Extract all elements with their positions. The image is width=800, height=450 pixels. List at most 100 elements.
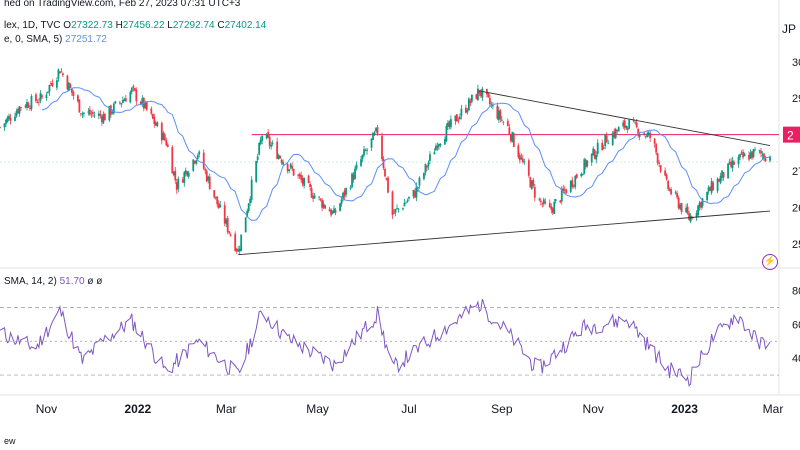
candle-body [488, 98, 491, 105]
price-tick-label: 27 [792, 166, 800, 178]
candle-body [292, 168, 295, 176]
candle-body [506, 120, 509, 127]
candle-body [583, 159, 586, 174]
time-tick-label: Jul [401, 402, 416, 416]
candle-body [205, 170, 208, 182]
candle-body [605, 135, 608, 143]
candle-body [517, 145, 520, 157]
candle-body [614, 129, 617, 138]
candle-body [120, 103, 123, 105]
candle-body [739, 153, 741, 158]
candle-body [366, 149, 368, 151]
candle-body [712, 182, 714, 191]
candle-body [363, 149, 365, 156]
candle-body [680, 203, 683, 213]
candle-body [523, 161, 526, 163]
candle-body [355, 164, 358, 169]
candle-body [674, 192, 677, 194]
candle-body [632, 120, 635, 122]
candle-body [26, 102, 28, 108]
candle-body [664, 170, 667, 176]
candle-body [258, 143, 261, 155]
candle-body [153, 116, 156, 125]
candle-body [133, 88, 136, 91]
candle-body [592, 148, 595, 156]
candle-body [87, 111, 90, 113]
candle-body [271, 142, 274, 144]
candle-body [376, 127, 379, 134]
candle-body [385, 177, 388, 180]
candle-body [679, 204, 682, 210]
candle-body [412, 189, 415, 197]
candle-body [267, 132, 270, 138]
candle-body [66, 75, 69, 90]
candle-body [165, 139, 168, 146]
candle-body [532, 179, 535, 186]
candle-body [187, 172, 190, 177]
candle-body [393, 212, 395, 214]
time-tick-label: 2022 [124, 402, 151, 416]
candle-body [418, 177, 421, 186]
time-tick-label: Mar [763, 402, 784, 416]
candle-body [50, 83, 52, 85]
candle-body [250, 179, 253, 200]
price-tick-label: 26 [792, 202, 800, 214]
candle-body [509, 134, 512, 141]
time-tick-label: Sep [491, 402, 513, 416]
candle-body [139, 101, 142, 105]
candle-body [487, 93, 490, 98]
candle-body [279, 156, 282, 159]
candle-body [382, 158, 385, 168]
candle-body [0, 127, 1, 128]
candle-body [333, 208, 335, 213]
candle-body [479, 92, 482, 96]
rsi-tick-label: 40 [792, 353, 800, 365]
candle-body [415, 186, 418, 198]
candle-body [121, 100, 124, 103]
candle-body [763, 153, 765, 159]
candle-body [685, 207, 688, 213]
lightning-icon[interactable]: ⚡ [762, 254, 778, 270]
published-caption: hed on TradingView.com, Feb 27, 2023 07:… [4, 0, 240, 9]
candle-body [229, 234, 232, 236]
candle-body [718, 179, 720, 182]
candle-body [730, 161, 732, 167]
candle-body [700, 201, 702, 208]
candle-body [638, 134, 641, 137]
candle-body [76, 95, 79, 102]
candle-body [303, 177, 306, 186]
candle-body [444, 139, 446, 145]
candle-body [677, 197, 680, 209]
candle-body [622, 122, 625, 127]
candle-body [429, 154, 431, 161]
candle-body [249, 199, 252, 204]
candle-body [160, 122, 163, 141]
candle-body [424, 164, 427, 173]
candle-body [130, 87, 133, 92]
candle-body [447, 122, 449, 127]
candle-body [502, 121, 505, 123]
candle-body [35, 94, 37, 102]
candle-body [688, 213, 691, 220]
candle-body [112, 103, 115, 114]
ohlc-low: 27292.74 [172, 20, 215, 31]
candle-body [464, 107, 467, 113]
candle-body [72, 91, 75, 96]
candle-body [5, 119, 7, 124]
candle-body [686, 206, 689, 214]
sma-line [41, 87, 771, 221]
candle-body [318, 196, 320, 198]
candle-body [752, 149, 755, 157]
candle-body [99, 113, 102, 116]
candle-body [234, 233, 237, 251]
candle-body [162, 132, 165, 141]
candle-body [426, 166, 428, 168]
candle-body [175, 182, 178, 190]
candle-body [39, 93, 42, 101]
candle-body [238, 248, 241, 252]
current-price-label: 2 [783, 126, 800, 143]
candle-body [78, 99, 81, 113]
candle-body [111, 111, 114, 114]
candle-body [481, 88, 484, 98]
candle-body [625, 125, 628, 129]
